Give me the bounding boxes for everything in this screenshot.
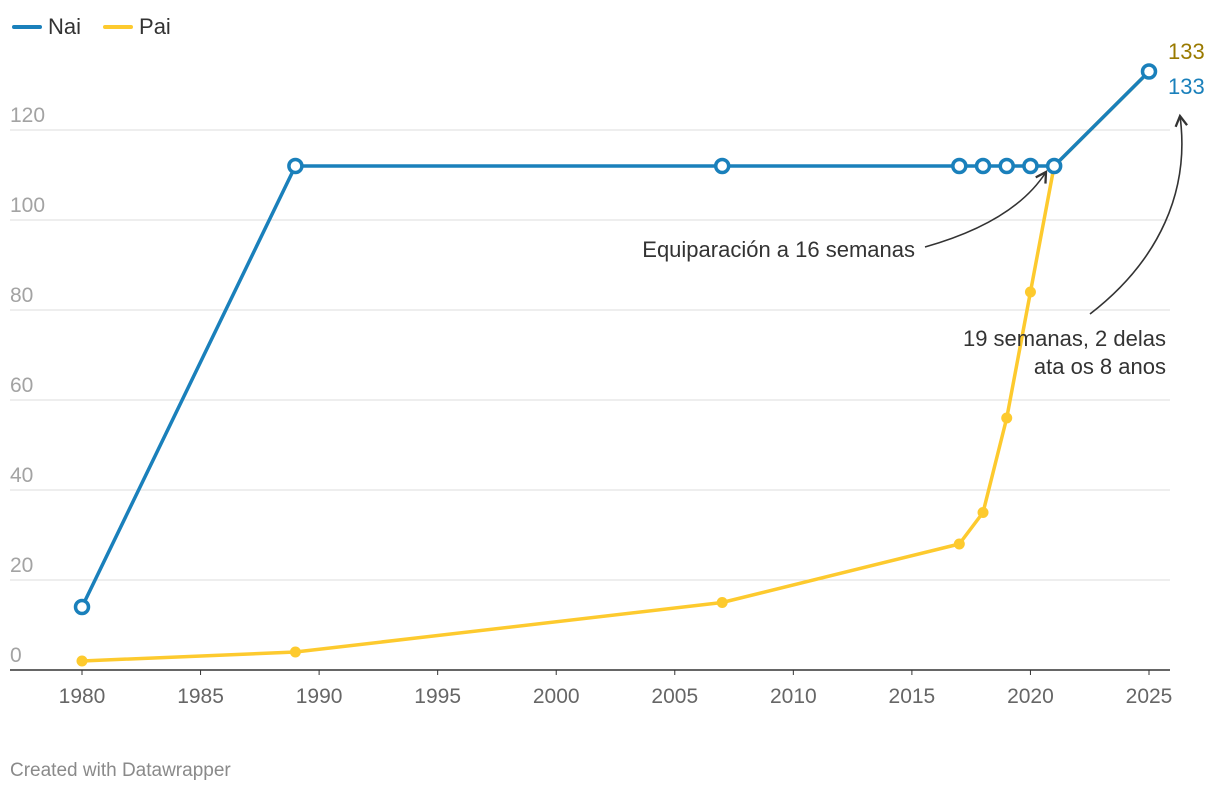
credit-text: Created with Datawrapper xyxy=(10,760,231,781)
legend: Nai Pai xyxy=(12,14,171,40)
x-tick-label-2015: 2015 xyxy=(889,685,936,708)
x-tick-label-1990: 1990 xyxy=(296,685,343,708)
annotation-19-semanas-line-2: ata os 8 anos xyxy=(1034,354,1166,379)
y-tick-label-0: 0 xyxy=(10,644,22,667)
point-pai-2020 xyxy=(1024,286,1036,298)
point-nai-2020 xyxy=(1022,157,1039,175)
point-nai-1980 xyxy=(73,598,91,616)
annotation-equiparacion: Equiparación a 16 semanas xyxy=(642,237,915,262)
end-label-pai: 133 xyxy=(1168,39,1205,64)
x-tick-label-1985: 1985 xyxy=(177,685,224,708)
x-tick-label-1980: 1980 xyxy=(59,685,106,708)
x-tick-label-2025: 2025 xyxy=(1126,685,1173,708)
x-tick-label-1995: 1995 xyxy=(414,685,461,708)
y-tick-label-100: 100 xyxy=(10,194,45,217)
legend-item-pai[interactable]: Pai xyxy=(103,14,171,40)
x-tick-label-2005: 2005 xyxy=(651,685,698,708)
point-nai-2021 xyxy=(1045,157,1063,175)
legend-swatch-nai xyxy=(12,25,42,29)
point-nai-2017 xyxy=(951,157,968,175)
legend-label-nai: Nai xyxy=(48,14,82,39)
annotation-arrow-equiparacion xyxy=(924,170,1048,248)
point-nai-2025 xyxy=(1140,63,1158,80)
point-nai-1989 xyxy=(287,157,304,175)
point-pai-2018 xyxy=(977,507,989,518)
point-nai-2019 xyxy=(998,157,1015,175)
y-tick-label-20: 20 xyxy=(10,554,33,577)
y-tick-label-120: 120 xyxy=(10,104,45,127)
end-label-nai: 133 xyxy=(1168,74,1205,99)
point-nai-2018 xyxy=(974,157,992,175)
point-pai-2007 xyxy=(716,597,728,608)
legend-swatch-pai xyxy=(103,25,134,29)
x-tick-label-2010: 2010 xyxy=(770,685,817,708)
annotation-arrow-19-semanas xyxy=(1089,113,1188,315)
legend-item-nai[interactable]: Nai xyxy=(12,14,81,40)
series-line-pai xyxy=(80,69,1151,663)
legend-label-pai: Pai xyxy=(139,14,171,39)
annotation-19-semanas: 19 semanas, 2 delas ata os 8 anos xyxy=(963,326,1166,379)
point-pai-2019 xyxy=(1001,412,1013,424)
point-nai-2007 xyxy=(713,157,731,175)
y-tick-label-60: 60 xyxy=(10,374,33,397)
y-tick-label-40: 40 xyxy=(10,464,33,487)
point-pai-1989 xyxy=(289,646,301,658)
y-tick-label-80: 80 xyxy=(10,284,33,307)
x-tick-label-2000: 2000 xyxy=(533,685,580,708)
annotation-19-semanas-line-1: 19 semanas, 2 delas xyxy=(963,326,1166,351)
x-tick-label-2020: 2020 xyxy=(1007,685,1054,708)
point-pai-1980 xyxy=(76,655,88,667)
point-pai-2017 xyxy=(953,538,965,550)
